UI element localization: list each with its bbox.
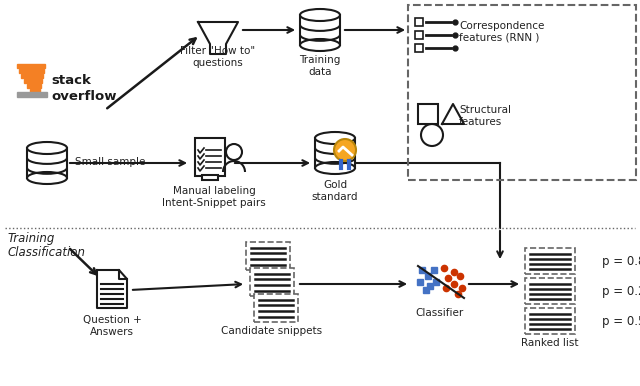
Bar	[250, 268, 294, 296]
Text: Classifier: Classifier	[416, 308, 464, 318]
Text: Correspondence
features (RNN ): Correspondence features (RNN )	[459, 21, 545, 42]
Bar	[202, 175, 218, 180]
Ellipse shape	[315, 162, 355, 174]
Bar	[195, 138, 225, 176]
Text: Classification: Classification	[8, 246, 86, 259]
Text: p = 0.8: p = 0.8	[602, 254, 640, 267]
Bar	[246, 242, 290, 270]
Text: Small sample: Small sample	[75, 157, 145, 167]
Polygon shape	[198, 22, 238, 54]
Ellipse shape	[27, 142, 67, 154]
Bar	[17, 92, 47, 97]
Bar	[525, 248, 575, 274]
Bar	[415, 18, 423, 26]
Ellipse shape	[315, 132, 355, 144]
Text: Question +
Answers: Question + Answers	[83, 315, 141, 337]
Bar	[525, 278, 575, 304]
Bar	[24, 79, 42, 83]
Polygon shape	[442, 104, 464, 124]
Polygon shape	[315, 138, 355, 168]
Text: Manual labeling
Intent-Snippet pairs: Manual labeling Intent-Snippet pairs	[162, 186, 266, 208]
Ellipse shape	[300, 39, 340, 51]
Bar	[254, 294, 298, 322]
Circle shape	[226, 144, 242, 160]
Bar	[30, 89, 40, 93]
Ellipse shape	[27, 172, 67, 184]
Text: p = 0.5: p = 0.5	[602, 315, 640, 327]
Polygon shape	[97, 270, 127, 308]
Polygon shape	[27, 148, 67, 178]
Bar	[27, 84, 41, 88]
Bar	[525, 308, 575, 334]
Bar	[415, 31, 423, 39]
Text: Training
data: Training data	[300, 55, 340, 76]
Bar	[418, 104, 438, 124]
Text: Ranked list: Ranked list	[521, 338, 579, 348]
Circle shape	[334, 139, 356, 161]
Text: p = 0.2: p = 0.2	[602, 284, 640, 298]
Polygon shape	[300, 15, 340, 45]
Ellipse shape	[300, 9, 340, 21]
Text: stack
overflow: stack overflow	[51, 74, 116, 103]
Text: Candidate snippets: Candidate snippets	[221, 326, 323, 336]
Text: Training: Training	[8, 232, 56, 245]
Text: Filter "How to"
questions: Filter "How to" questions	[180, 46, 255, 68]
Bar	[415, 44, 423, 52]
Text: Gold
standard: Gold standard	[312, 180, 358, 201]
Bar	[17, 64, 45, 68]
Bar	[19, 69, 44, 73]
Bar	[408, 5, 636, 180]
Text: Structural
features: Structural features	[459, 105, 511, 127]
Bar	[21, 74, 43, 78]
